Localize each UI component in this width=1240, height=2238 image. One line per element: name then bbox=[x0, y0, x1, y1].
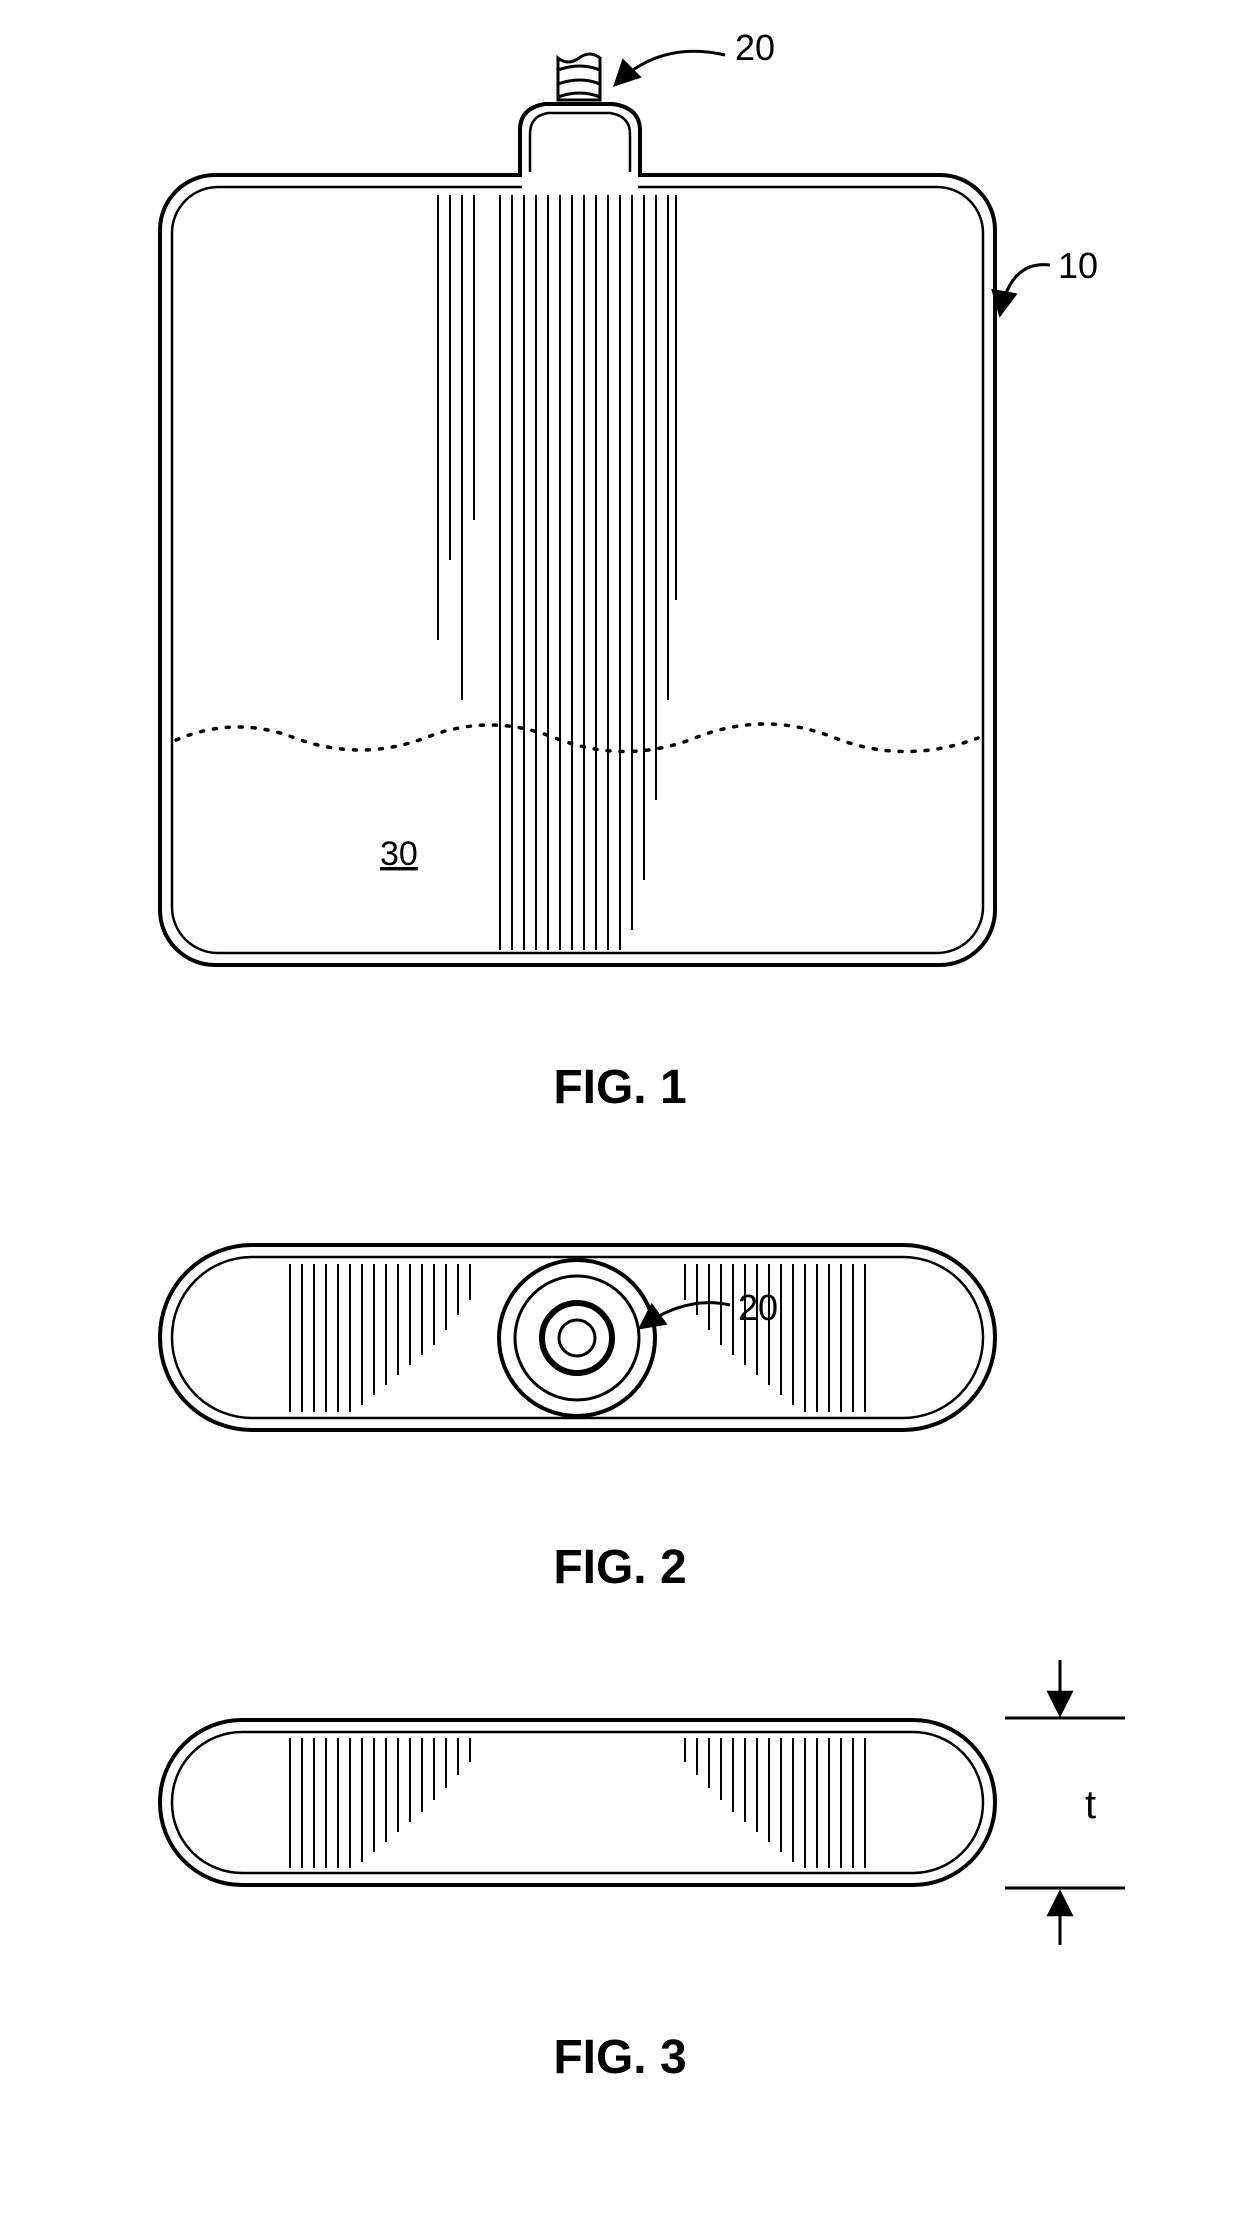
fig2-ref-20: 20 bbox=[738, 1287, 778, 1328]
fig3-dimension-label: t bbox=[1085, 1783, 1096, 1827]
fig3-capsule-outer bbox=[160, 1720, 995, 1885]
fig1-ref-20: 20 bbox=[735, 27, 775, 68]
fig1-container-outer bbox=[160, 175, 995, 965]
fig3-group: t bbox=[160, 1660, 1125, 1945]
fig2-cap bbox=[499, 1260, 655, 1416]
fig1-ref-30: 30 bbox=[380, 835, 418, 873]
fig1-caption: FIG. 1 bbox=[0, 1060, 1240, 1115]
fig2-caption: FIG. 2 bbox=[0, 1540, 1240, 1595]
fig1-neck bbox=[520, 54, 640, 175]
fig1-leader-20 bbox=[615, 51, 725, 85]
fig3-dimension-t bbox=[1005, 1660, 1125, 1945]
fig2-group: 20 bbox=[160, 1245, 995, 1430]
fig1-group: 30 20 10 bbox=[160, 27, 1098, 965]
fig1-leader-10 bbox=[1000, 265, 1050, 315]
fig3-caption: FIG. 3 bbox=[0, 2030, 1240, 2085]
fig1-ref-10: 10 bbox=[1058, 245, 1098, 286]
patent-figures-svg: 30 20 10 bbox=[0, 0, 1240, 2238]
